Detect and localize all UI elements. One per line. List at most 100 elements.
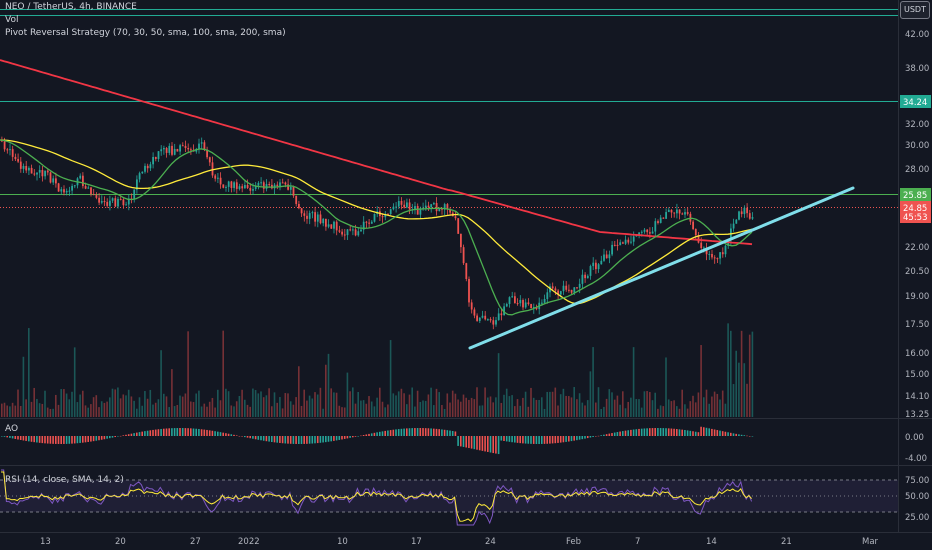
candle-body bbox=[165, 148, 168, 153]
candle-body bbox=[19, 161, 22, 169]
ao-bar bbox=[38, 436, 41, 443]
ao-bar bbox=[217, 431, 219, 436]
ao-bar bbox=[689, 430, 692, 436]
candle-body bbox=[87, 187, 90, 189]
ao-bar bbox=[308, 436, 311, 444]
candle-body bbox=[46, 170, 49, 173]
candle-body bbox=[268, 184, 271, 186]
volume-bar bbox=[624, 408, 627, 417]
candle-body bbox=[603, 254, 605, 261]
ao-bar bbox=[438, 429, 440, 436]
volume-bar bbox=[30, 401, 33, 417]
candle-body bbox=[665, 212, 667, 219]
candle-body bbox=[619, 242, 622, 246]
candle-body bbox=[144, 165, 146, 172]
ao-bar bbox=[657, 428, 659, 436]
volume-bar bbox=[522, 397, 524, 417]
ao-bar bbox=[557, 436, 559, 443]
candle-body bbox=[133, 189, 136, 199]
volume-bar bbox=[551, 391, 554, 417]
candle-body bbox=[713, 257, 716, 259]
volume-bar bbox=[565, 395, 567, 417]
ao-bar bbox=[292, 436, 295, 444]
candle-body bbox=[327, 224, 330, 227]
volume-bar bbox=[462, 394, 465, 417]
time-axis[interactable]: 13 20 27 2022 10 17 24 Feb 7 14 21 Mar bbox=[40, 537, 879, 547]
ao-bar bbox=[100, 436, 103, 440]
volume-bar bbox=[36, 398, 38, 417]
volume-bar bbox=[52, 408, 54, 417]
volume-bar bbox=[262, 397, 265, 417]
ao-bar bbox=[584, 436, 586, 439]
candle-body bbox=[79, 175, 82, 179]
ao-bar bbox=[289, 436, 292, 444]
ao-legend[interactable]: AO bbox=[5, 424, 19, 434]
volume-bar bbox=[284, 393, 287, 417]
ao-bar bbox=[82, 436, 84, 443]
candle-body bbox=[276, 184, 279, 187]
volume-legend[interactable]: Vol bbox=[5, 15, 19, 25]
volume-bar bbox=[241, 389, 243, 417]
ao-bar bbox=[381, 431, 384, 436]
candle-body bbox=[225, 186, 227, 188]
volume-bar bbox=[11, 402, 14, 417]
volume-bar bbox=[422, 400, 424, 417]
volume-bar bbox=[384, 407, 386, 417]
candle-body bbox=[160, 149, 163, 152]
ascending-trendline[interactable] bbox=[468, 186, 855, 350]
candle-body bbox=[632, 236, 635, 242]
volume-bar bbox=[198, 390, 200, 417]
svg-text:24.85: 24.85 bbox=[903, 204, 927, 214]
candle-body bbox=[586, 275, 589, 279]
ao-bar bbox=[333, 436, 335, 441]
ao-bar bbox=[416, 428, 419, 436]
volume-bar bbox=[443, 408, 446, 417]
candle-body bbox=[41, 170, 44, 177]
ao-bar bbox=[751, 436, 754, 437]
volume-bar bbox=[279, 397, 281, 417]
svg-text:45:53: 45:53 bbox=[903, 213, 928, 223]
ao-bar bbox=[611, 433, 613, 436]
volume-bar bbox=[735, 350, 737, 417]
candlesticks[interactable] bbox=[1, 136, 754, 330]
volume-bar bbox=[187, 331, 189, 417]
candle-body bbox=[692, 221, 694, 230]
candle-body bbox=[52, 178, 55, 183]
volume-bar bbox=[505, 388, 508, 417]
candle-body bbox=[349, 229, 352, 231]
volume-bar bbox=[238, 395, 241, 417]
symbol-title[interactable]: NEO / TetherUS, 4h, BINANCE bbox=[5, 2, 137, 12]
ao-pane[interactable] bbox=[0, 419, 898, 465]
volume-bar bbox=[600, 408, 602, 417]
ao-bar bbox=[254, 436, 257, 440]
candle-body bbox=[565, 285, 568, 290]
volume-bar bbox=[55, 394, 57, 417]
ao-bar bbox=[187, 428, 189, 436]
volume-bar bbox=[546, 391, 548, 417]
volume-bar bbox=[397, 391, 400, 417]
rsi-legend[interactable]: RSI (14, close, SMA, 14, 2) bbox=[5, 475, 124, 485]
volume-bar bbox=[195, 393, 197, 417]
volume-bar bbox=[338, 405, 341, 417]
ao-bar bbox=[403, 428, 405, 436]
price-tick: 30.00 bbox=[905, 141, 929, 151]
volume-bar bbox=[430, 387, 432, 417]
ao-bar bbox=[522, 436, 524, 444]
volume-bar bbox=[441, 405, 443, 417]
ao-bar bbox=[327, 436, 330, 442]
ao-bar bbox=[527, 436, 530, 444]
candle-body bbox=[287, 184, 289, 190]
volume-bar bbox=[694, 402, 697, 417]
volume-bar bbox=[643, 391, 646, 417]
volume-bar bbox=[530, 387, 532, 417]
ao-bar bbox=[627, 430, 629, 436]
candle-body bbox=[49, 172, 52, 183]
volume-bar bbox=[119, 398, 122, 417]
volume-bar bbox=[400, 388, 403, 417]
price-axis[interactable]: 42.00 38.00 32.00 30.00 28.00 22.00 20.5… bbox=[905, 30, 929, 420]
strategy-legend[interactable]: Pivot Reversal Strategy (70, 30, 50, sma… bbox=[5, 28, 286, 38]
currency-button[interactable]: USDT bbox=[900, 1, 930, 19]
candle-body bbox=[608, 254, 611, 259]
candle-body bbox=[397, 200, 400, 207]
